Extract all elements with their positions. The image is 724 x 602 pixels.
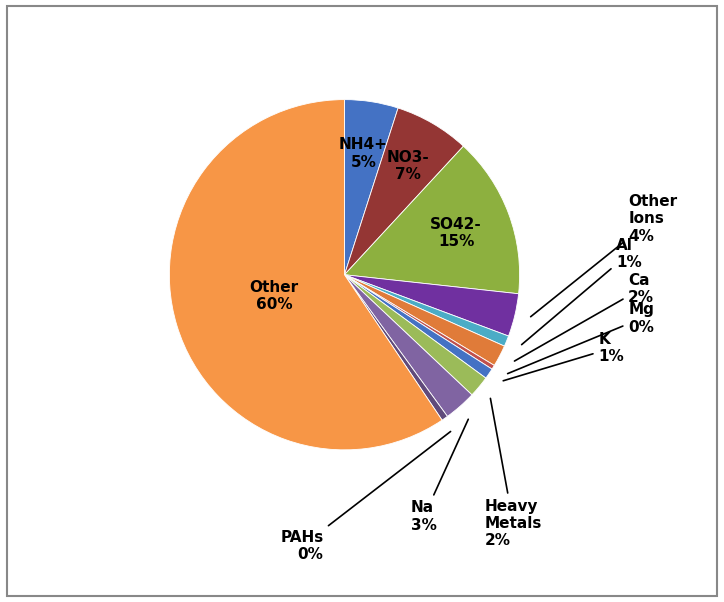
Text: Other
60%: Other 60% <box>250 280 299 312</box>
Wedge shape <box>345 146 520 294</box>
Text: Al
1%: Al 1% <box>521 238 641 344</box>
Text: PAHs
0%: PAHs 0% <box>280 432 450 562</box>
Wedge shape <box>345 108 463 275</box>
Text: Ca
2%: Ca 2% <box>515 273 654 361</box>
Text: Mg
0%: Mg 0% <box>508 302 654 374</box>
Text: Heavy
Metals
2%: Heavy Metals 2% <box>484 399 542 548</box>
Wedge shape <box>345 275 505 365</box>
Wedge shape <box>169 99 442 450</box>
Wedge shape <box>345 99 398 275</box>
Text: Na
3%: Na 3% <box>411 419 468 533</box>
Wedge shape <box>345 275 494 369</box>
Text: SO42-
15%: SO42- 15% <box>430 217 482 249</box>
Text: Other
Ions
4%: Other Ions 4% <box>531 194 678 317</box>
Wedge shape <box>345 275 472 417</box>
Text: NH4+
5%: NH4+ 5% <box>339 137 388 170</box>
Wedge shape <box>345 275 486 395</box>
Wedge shape <box>345 275 518 336</box>
Wedge shape <box>345 275 492 378</box>
Wedge shape <box>345 275 447 420</box>
Wedge shape <box>345 275 508 346</box>
Text: K
1%: K 1% <box>503 332 624 381</box>
Text: NO3-
7%: NO3- 7% <box>387 150 429 182</box>
